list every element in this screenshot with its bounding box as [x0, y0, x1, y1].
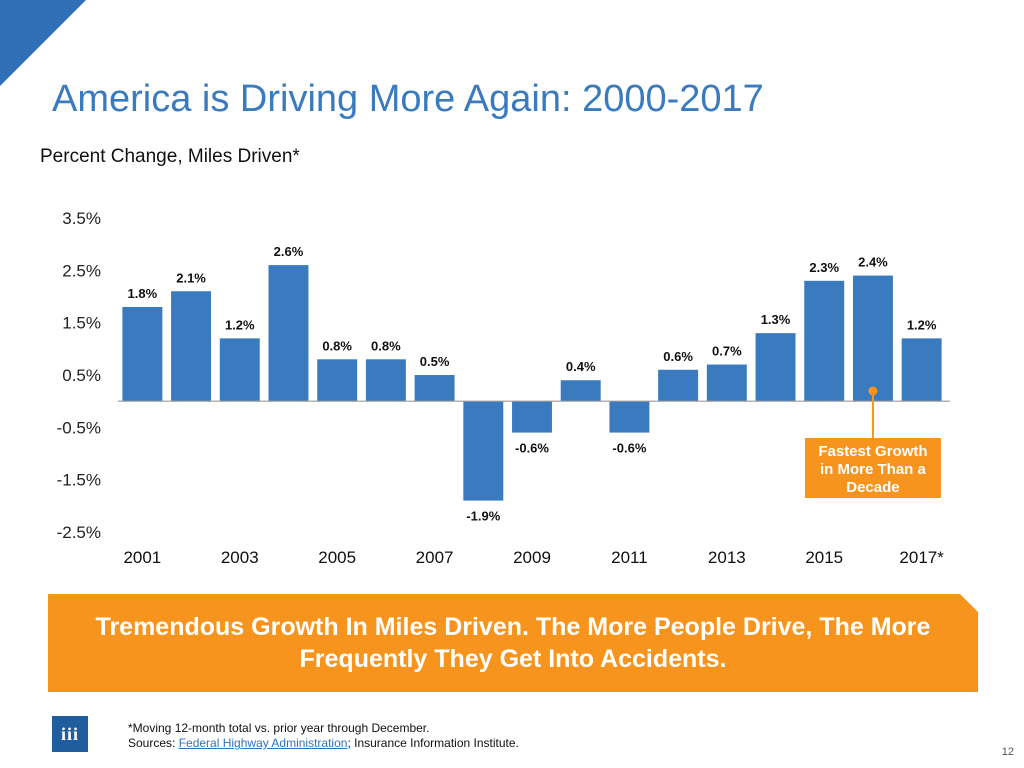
data-label: 1.2% — [907, 317, 937, 332]
corner-decoration — [0, 0, 86, 86]
logo-text: iii — [60, 723, 79, 744]
bar-2008 — [463, 401, 504, 501]
footnote: *Moving 12-month total vs. prior year th… — [128, 721, 519, 751]
bar-2012 — [658, 369, 699, 402]
data-label: 2.1% — [176, 270, 206, 285]
y-tick-label: 1.5% — [62, 314, 101, 333]
data-label: 0.5% — [420, 354, 450, 369]
banner-text: Tremendous Growth In Miles Driven. The M… — [95, 613, 931, 673]
x-tick-label: 2017* — [899, 548, 944, 567]
page-title: America is Driving More Again: 2000-2017 — [52, 78, 764, 120]
y-tick-label: -0.5% — [57, 418, 101, 437]
bar-2013 — [706, 364, 747, 402]
bar-2005 — [317, 359, 358, 402]
data-label: 0.8% — [322, 338, 352, 353]
bar-2014 — [755, 333, 796, 402]
data-label: 0.4% — [566, 359, 596, 374]
data-label: 1.2% — [225, 317, 255, 332]
sources-suffix: ; Insurance Information Institute. — [347, 736, 519, 750]
annotation-text: in More Than a — [820, 461, 927, 478]
annotation-box — [804, 438, 941, 498]
bar-2004 — [268, 265, 309, 402]
x-tick-label: 2005 — [318, 548, 356, 567]
data-label: 1.8% — [128, 286, 158, 301]
takeaway-banner: Tremendous Growth In Miles Driven. The M… — [48, 594, 978, 692]
x-tick-label: 2007 — [416, 548, 454, 567]
x-tick-label: 2009 — [513, 548, 551, 567]
y-tick-label: 2.5% — [62, 261, 101, 280]
data-label: -0.6% — [515, 441, 549, 456]
x-tick-label: 2013 — [708, 548, 746, 567]
y-tick-label: -2.5% — [57, 523, 101, 542]
fhwa-link[interactable]: Federal Highway Administration — [178, 736, 348, 750]
sources-prefix: Sources: — [128, 736, 179, 750]
annotation-text: Fastest Growth — [818, 443, 927, 460]
iii-logo: iii — [52, 716, 88, 752]
bar-2015 — [804, 280, 845, 402]
data-label: 0.6% — [663, 349, 693, 364]
data-label: 0.7% — [712, 344, 742, 359]
data-label: -1.9% — [466, 509, 500, 524]
data-label: 2.3% — [809, 260, 839, 275]
data-label: -0.6% — [612, 441, 646, 456]
data-label: 2.4% — [858, 255, 888, 270]
bar-2007 — [414, 375, 455, 402]
footnote-sources: Sources: Federal Highway Administration;… — [128, 736, 519, 751]
bar-2009 — [512, 401, 552, 433]
banner-fold-icon — [960, 594, 978, 612]
x-tick-label: 2015 — [805, 548, 843, 567]
x-tick-label: 2011 — [611, 548, 648, 567]
x-tick-label: 2001 — [123, 548, 161, 567]
bar-2001 — [122, 306, 163, 402]
data-label: 1.3% — [761, 312, 791, 327]
y-tick-label: 0.5% — [62, 366, 101, 385]
x-tick-label: 2003 — [221, 548, 259, 567]
corner-triangle — [0, 0, 86, 86]
y-tick-label: 3.5% — [62, 209, 101, 228]
bar-2003 — [219, 338, 260, 402]
bar-2017 — [901, 338, 942, 402]
page-number: 12 — [1001, 746, 1014, 758]
bar-2011 — [609, 401, 650, 433]
bar-2010 — [560, 380, 601, 402]
data-label: 0.8% — [371, 338, 401, 353]
annotation-text: Decade — [846, 479, 899, 496]
bar-2016 — [852, 275, 893, 402]
bar-2006 — [365, 359, 406, 402]
data-label: 2.6% — [274, 244, 304, 259]
chart-subtitle: Percent Change, Miles Driven* — [40, 146, 300, 167]
y-tick-label: -1.5% — [57, 471, 101, 490]
footnote-line1: *Moving 12-month total vs. prior year th… — [128, 721, 430, 735]
bar-chart: 3.5% 2.5% 1.5% 0.5% -0.5% -1.5% -2.5% 1.8% 2.1% 1… — [57, 209, 950, 567]
annotation-dot — [868, 386, 878, 396]
bar-2002 — [171, 291, 212, 402]
